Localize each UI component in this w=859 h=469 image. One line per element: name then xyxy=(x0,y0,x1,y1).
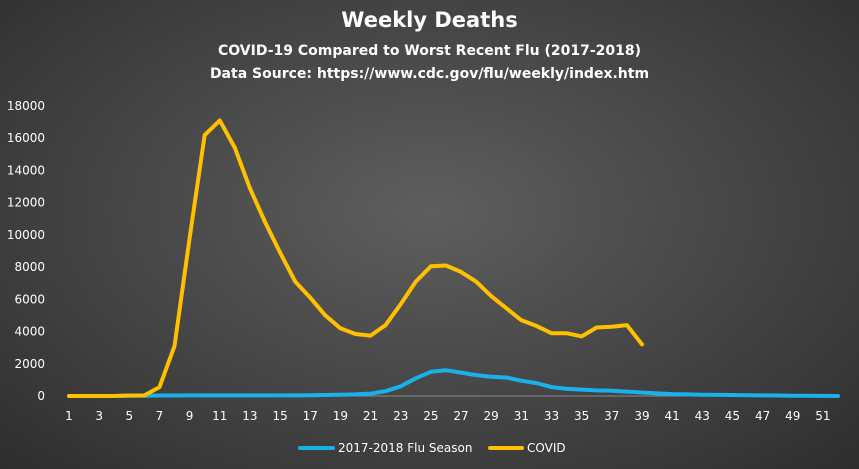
y-tick-label: 14000 xyxy=(7,163,45,177)
series-line-flu xyxy=(67,368,840,398)
y-tick-label: 18000 xyxy=(7,99,45,113)
x-tick-label: 3 xyxy=(95,409,103,423)
chart-source: Data Source: https://www.cdc.gov/flu/wee… xyxy=(209,66,650,82)
y-tick-label: 6000 xyxy=(14,292,45,306)
x-tick-label: 23 xyxy=(393,409,408,423)
chart-subtitle: COVID-19 Compared to Worst Recent Flu (2… xyxy=(217,43,642,59)
x-tick-label: 31 xyxy=(514,409,529,423)
x-tick-label: 25 xyxy=(423,409,438,423)
x-tick-label: 45 xyxy=(725,409,740,423)
chart-title: Weekly Deaths xyxy=(341,8,518,32)
y-tick-label: 2000 xyxy=(14,357,45,371)
x-tick-label: 7 xyxy=(156,409,164,423)
legend-label: COVID xyxy=(527,441,566,455)
x-tick-label: 11 xyxy=(212,409,227,423)
x-tick-label: 13 xyxy=(242,409,257,423)
x-tick-label: 37 xyxy=(604,409,619,423)
x-tick-label: 33 xyxy=(544,409,559,423)
x-tick-label: 35 xyxy=(574,409,589,423)
x-tick-label: 41 xyxy=(664,409,679,423)
x-tick-label: 5 xyxy=(125,409,133,423)
legend-label: 2017-2018 Flu Season xyxy=(338,441,472,455)
y-tick-label: 10000 xyxy=(7,228,45,242)
x-tick-label: 19 xyxy=(333,409,348,423)
x-tick-label: 39 xyxy=(634,409,649,423)
y-tick-label: 12000 xyxy=(7,196,45,210)
x-tick-label: 27 xyxy=(453,409,468,423)
x-tick-label: 9 xyxy=(186,409,194,423)
x-tick-label: 15 xyxy=(272,409,287,423)
series-line-covid xyxy=(67,118,644,398)
x-tick-label: 51 xyxy=(815,409,830,423)
x-tick-label: 49 xyxy=(785,409,800,423)
y-tick-label: 0 xyxy=(37,389,45,403)
x-tick-label: 21 xyxy=(363,409,378,423)
x-tick-label: 29 xyxy=(484,409,499,423)
y-tick-label: 16000 xyxy=(7,131,45,145)
x-tick-label: 1 xyxy=(65,409,73,423)
x-tick-label: 17 xyxy=(303,409,318,423)
y-tick-label: 4000 xyxy=(14,325,45,339)
x-tick-label: 43 xyxy=(695,409,710,423)
y-tick-label: 8000 xyxy=(14,260,45,274)
x-tick-label: 47 xyxy=(755,409,770,423)
